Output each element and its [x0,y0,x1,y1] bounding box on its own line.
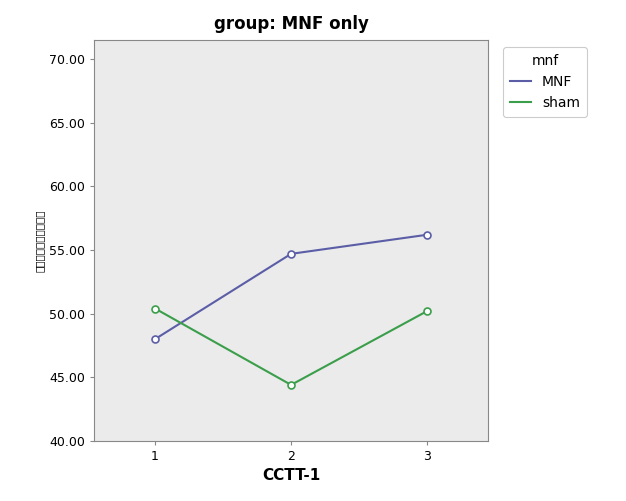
sham [423,308,431,314]
MNF [423,232,431,238]
MNF [287,251,295,257]
MNF [151,336,159,342]
Title: group: MNF only: group: MNF only [213,15,369,33]
Y-axis label: 平均判剅標準化平均値: 平均判剅標準化平均値 [34,209,44,272]
Line: MNF: MNF [151,231,431,343]
Line: sham: sham [151,305,431,388]
Legend: MNF, sham: MNF, sham [503,47,587,117]
X-axis label: CCTT-1: CCTT-1 [262,468,321,483]
sham [287,382,295,388]
sham [151,306,159,312]
